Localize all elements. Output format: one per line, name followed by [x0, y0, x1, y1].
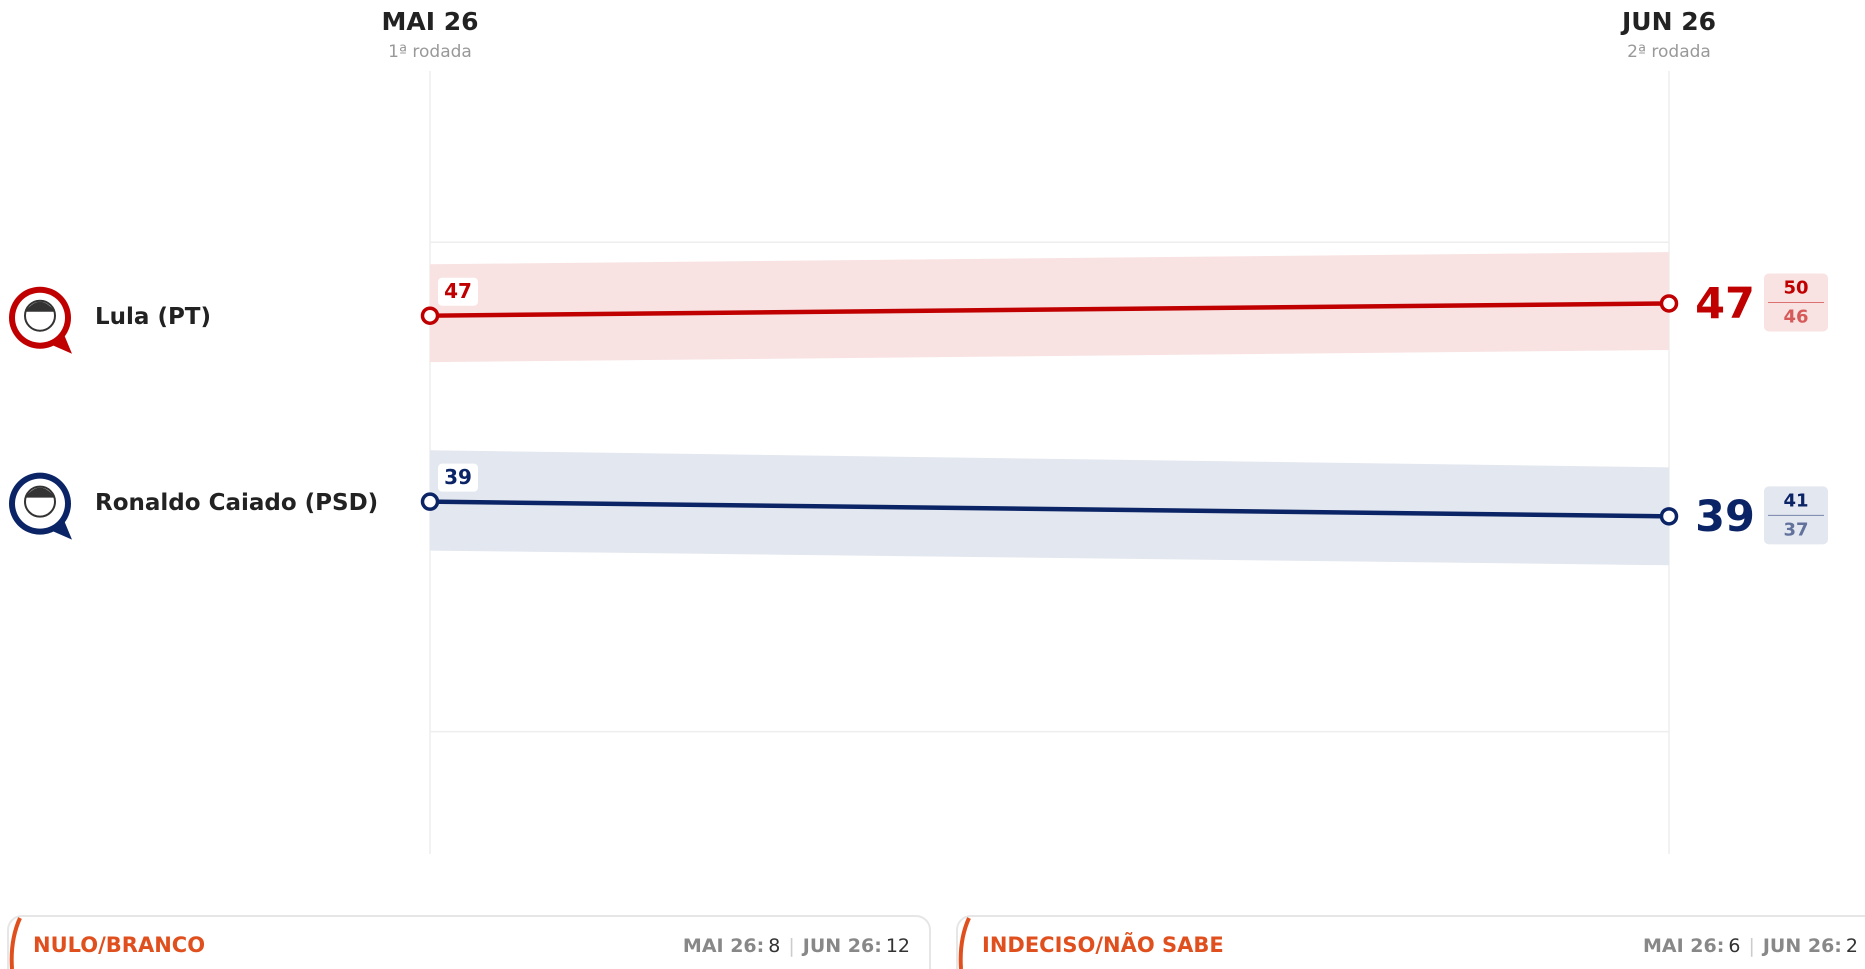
period-label: MAI 26:: [1643, 935, 1724, 957]
summary-label: INDECISO/NÃO SABE: [982, 932, 1224, 957]
avatar-hair: [25, 301, 55, 312]
summary-values: MAI 26: 8 | JUN 26: 12: [683, 935, 910, 957]
period-value: 12: [886, 935, 910, 957]
data-point: [420, 492, 440, 511]
data-point: [1659, 507, 1679, 526]
period-value: 6: [1728, 935, 1740, 957]
candidate-name: Ronaldo Caiado (PSD): [95, 490, 378, 516]
range-upper: 41: [1783, 490, 1808, 511]
summary-accent: [9, 917, 22, 969]
period-label: MAI 26:: [683, 935, 764, 957]
summary-box: [7, 915, 931, 969]
value-label-bg: [438, 463, 478, 492]
avatar-hair: [25, 487, 55, 498]
value-label: 39: [444, 465, 472, 489]
end-value-label: 47: [1695, 279, 1755, 329]
avatar-face: [24, 299, 56, 332]
x-tick-label: MAI 26: [381, 7, 478, 36]
summary-accent: [958, 917, 971, 969]
value-label: 47: [444, 279, 472, 303]
series-line: [429, 499, 1670, 519]
summary-box: [956, 915, 1865, 969]
avatar-inner: [15, 478, 65, 529]
x-sublabel: 2ª rodada: [1627, 42, 1711, 62]
range-lower: 37: [1783, 519, 1808, 540]
data-point: [1659, 294, 1679, 313]
summary-label: NULO/BRANCO: [33, 933, 205, 957]
end-value-label: 39: [1695, 492, 1755, 542]
data-point: [420, 306, 440, 325]
separator: |: [788, 935, 794, 957]
confidence-band: [430, 252, 1669, 363]
x-tick-label: JUN 26: [1620, 7, 1716, 36]
candidate-name: Lula (PT): [95, 304, 211, 330]
avatar-inner: [15, 292, 65, 343]
period-label: JUN 26:: [1761, 935, 1842, 957]
separator: |: [1748, 935, 1754, 957]
avatar-face: [24, 485, 56, 518]
range-upper: 50: [1783, 277, 1808, 298]
period-label: JUN 26:: [801, 935, 882, 957]
period-value: 2: [1846, 935, 1858, 957]
summary-values: MAI 26: 6 | JUN 26: 2: [1643, 935, 1858, 957]
period-value: 8: [768, 935, 780, 957]
series-line: [429, 301, 1670, 318]
value-label-bg: [438, 277, 478, 306]
range-lower: 46: [1783, 306, 1808, 327]
x-sublabel: 1ª rodada: [388, 42, 472, 62]
